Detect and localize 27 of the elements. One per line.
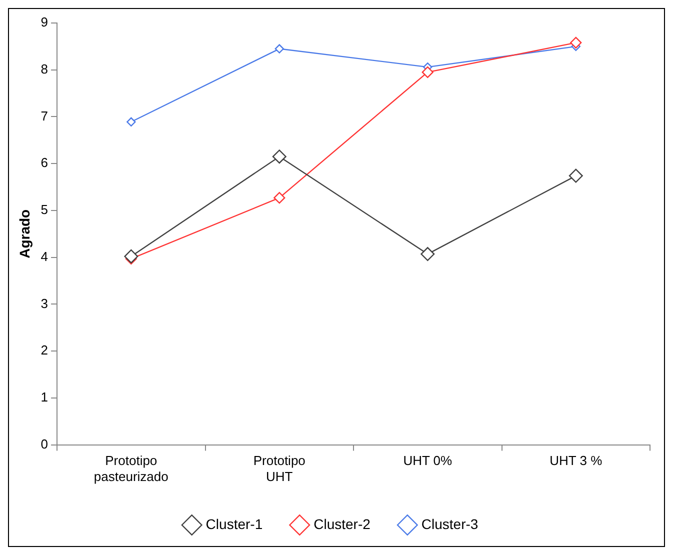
y-tick-label: 8 [40,61,48,76]
y-tick-label: 2 [40,342,48,358]
legend-label: Cluster-2 [314,516,371,532]
point [570,36,582,48]
point [422,66,434,78]
x-tick-label: Prototipo UHT [253,453,306,484]
point [274,44,284,54]
y-tick-label: 5 [40,202,48,218]
point [272,150,286,164]
y-axis-title: Agrado [16,209,32,258]
point [420,247,435,262]
legend-label: Cluster-3 [421,516,478,532]
x-tick-label: UHT 0% [403,453,453,468]
point [124,249,138,264]
y-tick-label: 4 [40,248,48,264]
x-tick-label: Prototipo pasteurizado [94,453,168,484]
point [568,168,583,183]
y-tick-label: 0 [40,436,48,452]
y-tick-label: 6 [40,155,48,170]
point [126,117,136,126]
y-tick-label: 9 [40,14,48,30]
y-tick-label: 3 [40,296,48,311]
legend-label: Cluster-1 [206,516,263,532]
point [274,192,286,204]
y-tick-label: 1 [40,390,48,405]
x-tick-label: UHT 3 % [550,453,603,468]
y-tick-label: 7 [40,108,48,124]
